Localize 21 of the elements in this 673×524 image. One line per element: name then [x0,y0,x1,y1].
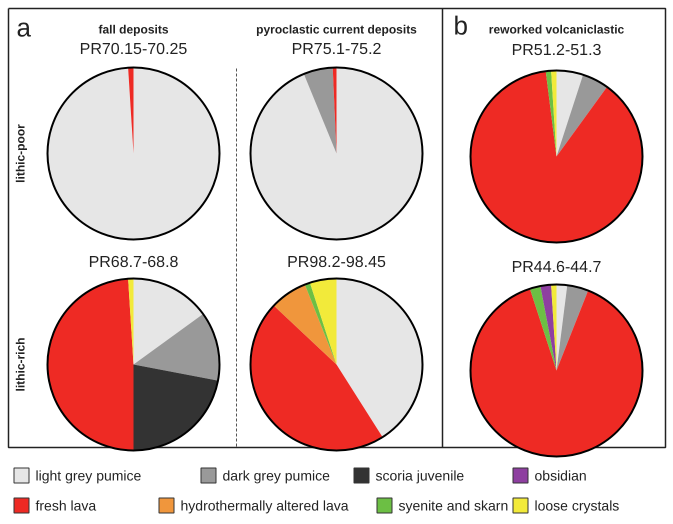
chart-title: PR51.2-51.3 [512,42,602,59]
legend-label: dark grey pumice [222,468,330,484]
text: lithic-rich [14,337,28,392]
legend-label: fresh lava [36,498,96,514]
chart-title: PR75.1-75.2 [292,41,382,58]
legend-label: loose crystals [534,498,620,514]
chart-title: PR44.6-44.7 [512,259,602,276]
chart-title: PR68.7-68.8 [88,254,179,271]
legend-label: light grey pumice [36,468,142,484]
text: fall deposits [98,22,169,36]
legend-label: obsidian [534,468,587,484]
legend-label: syenite and skarn [398,498,508,514]
text: b [454,10,468,40]
legend-label: hydrothermally altered lava [180,498,349,514]
chart-title: PR70.15-70.25 [80,41,188,58]
text: a [16,12,32,42]
text: reworked volcaniclastic [488,22,625,36]
chart-title: PR98.2-98.45 [287,254,386,271]
text: lithic-poor [14,124,28,183]
legend-label: scoria juvenile [376,468,464,484]
text: pyroclastic current deposits [256,22,418,36]
